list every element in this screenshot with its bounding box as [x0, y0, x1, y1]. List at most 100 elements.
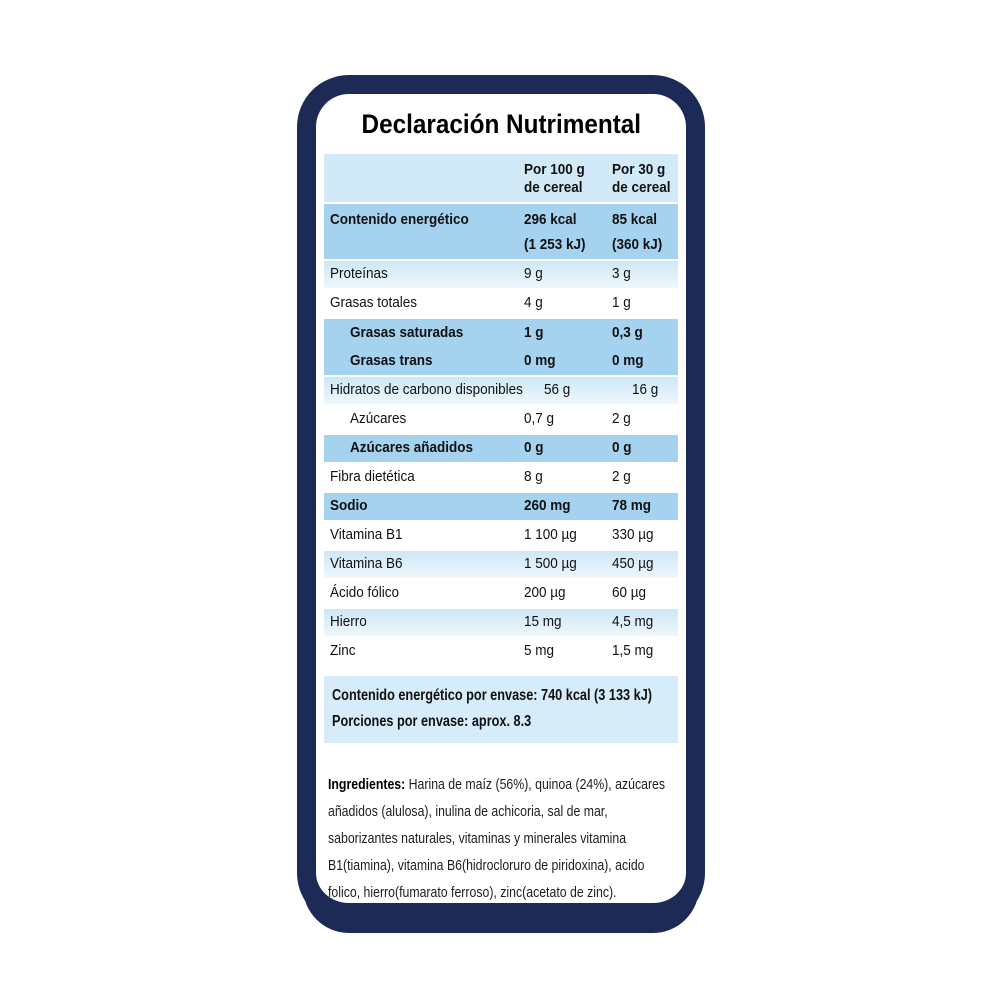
row-value-per-30g: 0 mg — [612, 353, 678, 369]
row-value-per-30g: 3 g — [612, 266, 678, 282]
row-label-cell: Azúcares — [324, 411, 524, 427]
row-value-per-30g: 0,3 g — [612, 325, 678, 341]
row-label-cell: Ácido fólico — [324, 585, 524, 601]
row-value-per-30g: 1,5 mg — [612, 643, 678, 659]
column-header-line: de cereal — [612, 179, 671, 196]
value-per-100g: 260 mg — [524, 497, 571, 515]
value-per-30g: 0,3 g — [612, 324, 643, 342]
energy-row: Contenido energético 296 kcal (1 253 kJ)… — [324, 204, 678, 261]
table-row: Grasas saturadas 1 g 0,3 g — [324, 318, 678, 348]
value-per-100g: 1 100 µg — [524, 526, 577, 544]
value-per-30g: 2 g — [612, 410, 631, 428]
row-value-per-30g: 0 g — [612, 440, 678, 456]
row-label: Azúcares — [350, 410, 407, 428]
nutrition-table: Por 100 g de cereal Por 30 g de cereal C… — [324, 154, 678, 743]
row-value-per-100g: 56 g — [544, 382, 632, 398]
table-row: Proteínas 9 g 3 g — [324, 260, 678, 290]
value-per-100g: 9 g — [524, 265, 543, 283]
summary-energy-per-package: Contenido energético por envase: 740 kca… — [332, 686, 652, 704]
value-per-30g: 330 µg — [612, 526, 654, 544]
row-label: Vitamina B6 — [330, 555, 403, 573]
row-value-per-100g: 4 g — [524, 295, 612, 311]
value-per-100g: 1 g — [524, 324, 544, 342]
row-value-per-100g: 1 g — [524, 325, 612, 341]
nutrition-label-card: Declaración Nutrimental Por 100 g de cer… — [297, 75, 705, 925]
row-label: Hidratos de carbono disponibles — [330, 381, 523, 399]
value-per-100g: 4 g — [524, 294, 543, 312]
column-header-line: Por 100 g — [524, 161, 585, 179]
value-per-30g: 78 mg — [612, 497, 652, 515]
value-per-100g: 15 mg — [524, 613, 562, 631]
summary-band: Contenido energético por envase: 740 kca… — [324, 675, 678, 743]
summary-servings-per-package: Porciones por envase: aprox. 8.3 — [332, 712, 532, 730]
value-per-30g: 16 g — [632, 381, 659, 399]
row-value-per-100g: 0 mg — [524, 353, 612, 369]
table-header-row: Por 100 g de cereal Por 30 g de cereal — [324, 154, 678, 204]
row-value-per-100g: 260 mg — [524, 498, 612, 514]
row-value-per-100g: 0 g — [524, 440, 612, 456]
row-value-per-30g: 16 g — [632, 382, 678, 398]
table-row: Fibra dietética 8 g 2 g — [324, 463, 678, 493]
column-header-line: de cereal — [524, 179, 583, 196]
value-per-30g: 450 µg — [612, 555, 654, 573]
value-per-100g: 0 g — [524, 439, 544, 457]
row-value-per-30g: 1 g — [612, 295, 678, 311]
column-header-per-100g: Por 100 g de cereal — [524, 160, 612, 196]
value-per-30g: 60 µg — [612, 584, 647, 602]
table-row: Azúcares 0,7 g 2 g — [324, 405, 678, 435]
row-value-per-30g: 450 µg — [612, 556, 678, 572]
row-value-per-100g: 1 100 µg — [524, 527, 612, 543]
ingredients-label: Ingredientes: — [328, 775, 406, 793]
row-value-per-30g: 4,5 mg — [612, 614, 678, 630]
value-per-100g: 8 g — [524, 468, 543, 486]
row-label-cell: Sodio — [324, 498, 524, 514]
table-row: Vitamina B1 1 100 µg 330 µg — [324, 521, 678, 551]
value-per-100g: 5 mg — [524, 642, 555, 660]
row-value-per-30g: 60 µg — [612, 585, 678, 601]
row-label: Grasas totales — [330, 294, 418, 312]
ingredients-text: Harina de maíz (56%), quinoa (24%), azúc… — [328, 775, 666, 901]
value-per-100g: 0 mg — [524, 352, 556, 370]
value-per-30g: 2 g — [612, 468, 631, 486]
row-label: Ácido fólico — [330, 584, 400, 602]
value-per-100g: 1 500 µg — [524, 555, 577, 573]
column-header-line: Por 30 g — [612, 161, 666, 179]
row-label: Sodio — [330, 497, 368, 515]
row-label-cell: Proteínas — [324, 266, 524, 282]
table-row: Azúcares añadidos 0 g 0 g — [324, 434, 678, 464]
row-label-cell: Hierro — [324, 614, 524, 630]
row-label-cell: Grasas totales — [324, 295, 524, 311]
row-label: Fibra dietética — [330, 468, 415, 486]
row-label-cell: Fibra dietética — [324, 469, 524, 485]
row-label: Vitamina B1 — [330, 526, 403, 544]
row-label: Grasas trans — [350, 352, 433, 370]
value-per-100g: 200 µg — [524, 584, 566, 602]
row-label-cell: Grasas trans — [324, 353, 524, 369]
value-per-30g: 0 g — [612, 439, 632, 457]
row-value-per-100g: 1 500 µg — [524, 556, 612, 572]
table-row: Grasas totales 4 g 1 g — [324, 289, 678, 319]
row-value-per-30g: 78 mg — [612, 498, 678, 514]
energy-label: Contenido energético — [330, 211, 469, 228]
table-row: Hidratos de carbono disponibles 56 g 16 g — [324, 376, 678, 406]
value-per-100g: 0,7 g — [524, 410, 555, 428]
value-per-100g: 56 g — [544, 381, 571, 399]
table-row: Grasas trans 0 mg 0 mg — [324, 347, 678, 377]
energy-per-30g-kj: (360 kJ) — [612, 235, 663, 253]
table-row: Vitamina B6 1 500 µg 450 µg — [324, 550, 678, 580]
row-label-cell: Grasas saturadas — [324, 325, 524, 341]
row-value-per-100g: 15 mg — [524, 614, 612, 630]
energy-per-30g-kcal: 85 kcal — [612, 211, 658, 228]
table-row: Hierro 15 mg 4,5 mg — [324, 608, 678, 638]
value-per-30g: 1,5 mg — [612, 642, 654, 660]
row-value-per-100g: 9 g — [524, 266, 612, 282]
energy-per-100g-kcal: 296 kcal — [524, 211, 577, 228]
column-header-per-30g: Por 30 g de cereal — [612, 160, 678, 196]
row-label: Azúcares añadidos — [350, 439, 474, 457]
row-label: Grasas saturadas — [350, 324, 464, 342]
row-value-per-100g: 5 mg — [524, 643, 612, 659]
page-title-text: Declaración Nutrimental — [361, 109, 641, 139]
row-label-cell: Hidratos de carbono disponibles — [324, 382, 544, 398]
